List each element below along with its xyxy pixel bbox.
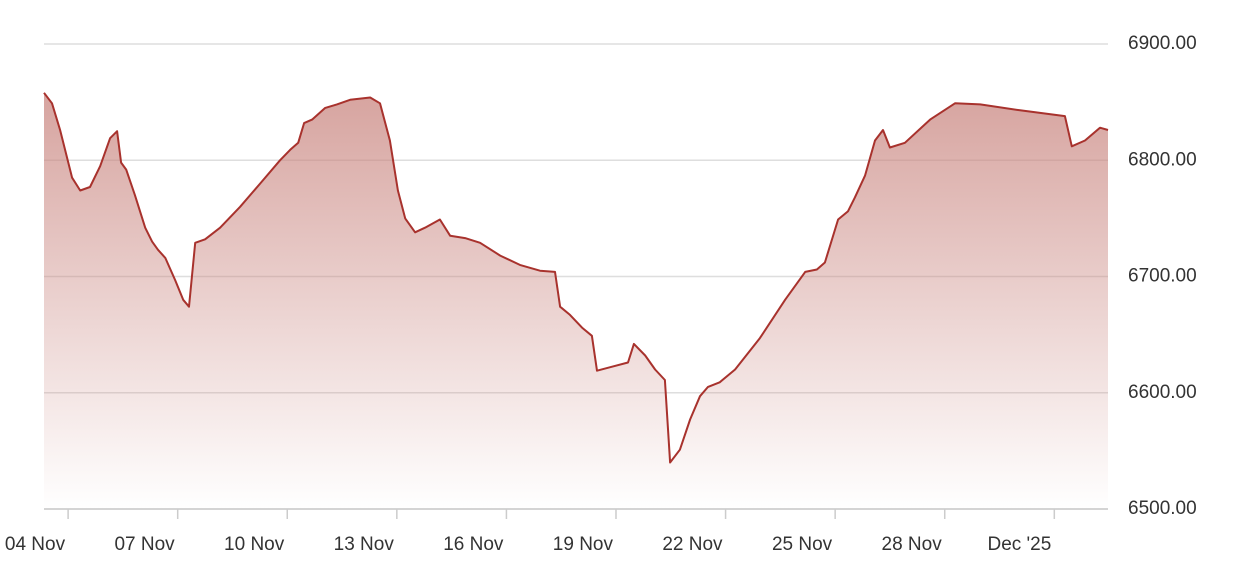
y-tick-label: 6500.00 [1128, 498, 1197, 519]
x-tick-label: 13 Nov [334, 534, 395, 555]
x-tick-label: 07 Nov [114, 534, 175, 555]
y-tick-label: 6600.00 [1128, 382, 1197, 403]
x-tick-label: 16 Nov [443, 534, 504, 555]
x-tick-label: 10 Nov [224, 534, 285, 555]
y-tick-label: 6800.00 [1128, 149, 1197, 170]
line [43, 92, 1109, 464]
x-tick-label: 04 Nov [5, 534, 66, 555]
x-tick-label: 28 Nov [882, 534, 943, 555]
area [44, 92, 1108, 510]
x-tick-label: 22 Nov [662, 534, 723, 555]
x-tick-label: Dec '25 [987, 534, 1051, 555]
x-tick-label: 19 Nov [553, 534, 614, 555]
y-tick-label: 6700.00 [1128, 266, 1197, 287]
x-tick-label: 25 Nov [772, 534, 833, 555]
y-tick-label: 6900.00 [1128, 33, 1197, 54]
